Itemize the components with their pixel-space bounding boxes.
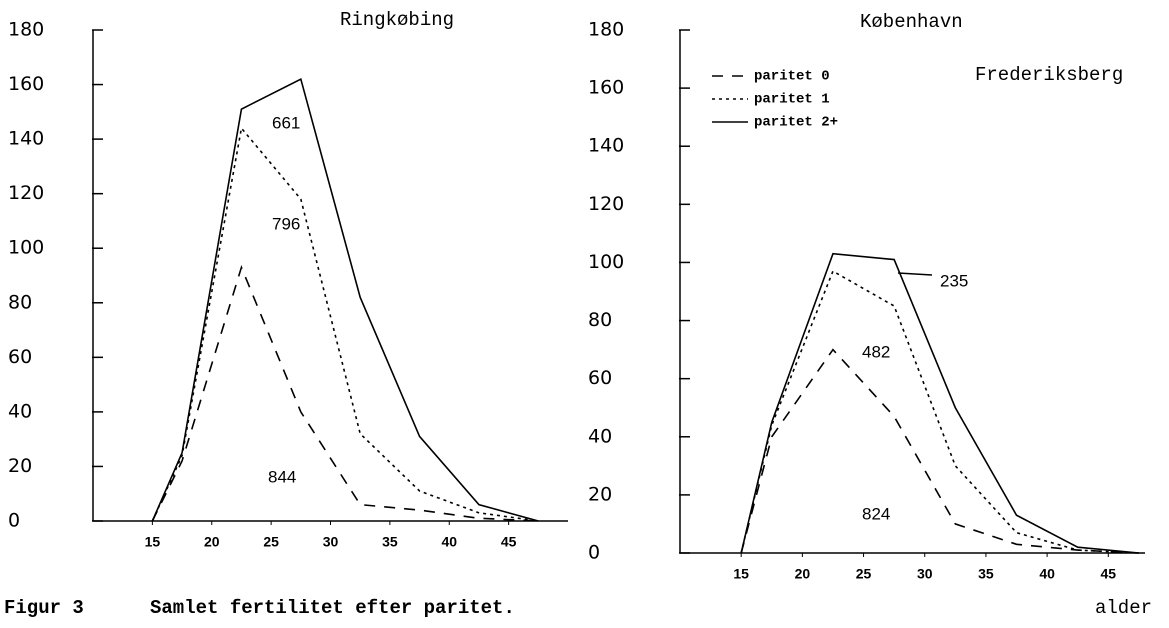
y-tick-label: 0: [588, 542, 600, 564]
x-tick-label: 45: [501, 534, 517, 550]
y-tick-label: 100: [8, 237, 44, 259]
y-tick-label: 180: [8, 19, 44, 41]
y-tick-label: 120: [588, 193, 624, 215]
y-tick-label: 160: [588, 77, 624, 99]
x-tick-label: 20: [204, 534, 220, 550]
annotation: 235: [940, 271, 968, 290]
y-tick-label: 140: [8, 128, 44, 150]
annotation: 844: [268, 467, 296, 486]
x-tick-label: 45: [1101, 566, 1117, 582]
annotation: 482: [862, 342, 890, 361]
y-tick-label: 40: [8, 400, 32, 422]
x-tick-label: 20: [795, 566, 811, 582]
annotation: 824: [862, 504, 890, 523]
panel-title: København: [860, 11, 963, 33]
y-tick-label: 60: [588, 367, 612, 389]
y-tick-label: 180: [588, 19, 624, 41]
x-tick-label: 25: [856, 566, 872, 582]
series-line: [151, 77, 539, 522]
figure-number: Figur 3: [4, 597, 84, 619]
legend-label: paritet 0: [754, 69, 830, 85]
x-tick-label: 15: [733, 566, 749, 582]
legend-label: paritet 1: [754, 92, 830, 108]
legend-label: paritet 2+: [754, 115, 838, 131]
x-tick-label: 40: [441, 534, 457, 550]
x-tick-label: 40: [1039, 566, 1055, 582]
annotation-pointer: [897, 272, 933, 276]
x-tick-label: 30: [917, 566, 933, 582]
x-tick-label: 15: [145, 534, 161, 550]
series-line: [740, 270, 1139, 554]
y-tick-label: 60: [8, 346, 32, 368]
y-tick-label: 80: [588, 309, 612, 331]
x-axis-label: alder: [1095, 597, 1152, 619]
x-tick-label: 25: [263, 534, 279, 550]
x-tick-label: 35: [382, 534, 398, 550]
y-tick-label: 160: [8, 73, 44, 95]
x-tick-label: 35: [978, 566, 994, 582]
panel-subtitle: Frederiksberg: [975, 64, 1123, 86]
y-tick-label: 80: [8, 291, 32, 313]
series-line: [151, 126, 539, 522]
y-tick-label: 100: [588, 251, 624, 273]
series-line: [151, 264, 539, 522]
annotation: 796: [272, 214, 300, 233]
y-tick-label: 0: [8, 510, 20, 532]
y-tick-label: 20: [588, 483, 612, 505]
annotation: 661: [272, 113, 300, 132]
y-tick-label: 40: [588, 425, 612, 447]
panel-title: Ringkøbing: [340, 9, 454, 31]
y-tick-label: 120: [8, 182, 44, 204]
y-tick-label: 140: [588, 135, 624, 157]
x-tick-label: 30: [323, 534, 339, 550]
series-line: [740, 252, 1139, 554]
caption: Samlet fertilitet efter paritet.: [150, 597, 515, 619]
y-tick-label: 20: [8, 455, 32, 477]
series-line: [740, 348, 1139, 554]
